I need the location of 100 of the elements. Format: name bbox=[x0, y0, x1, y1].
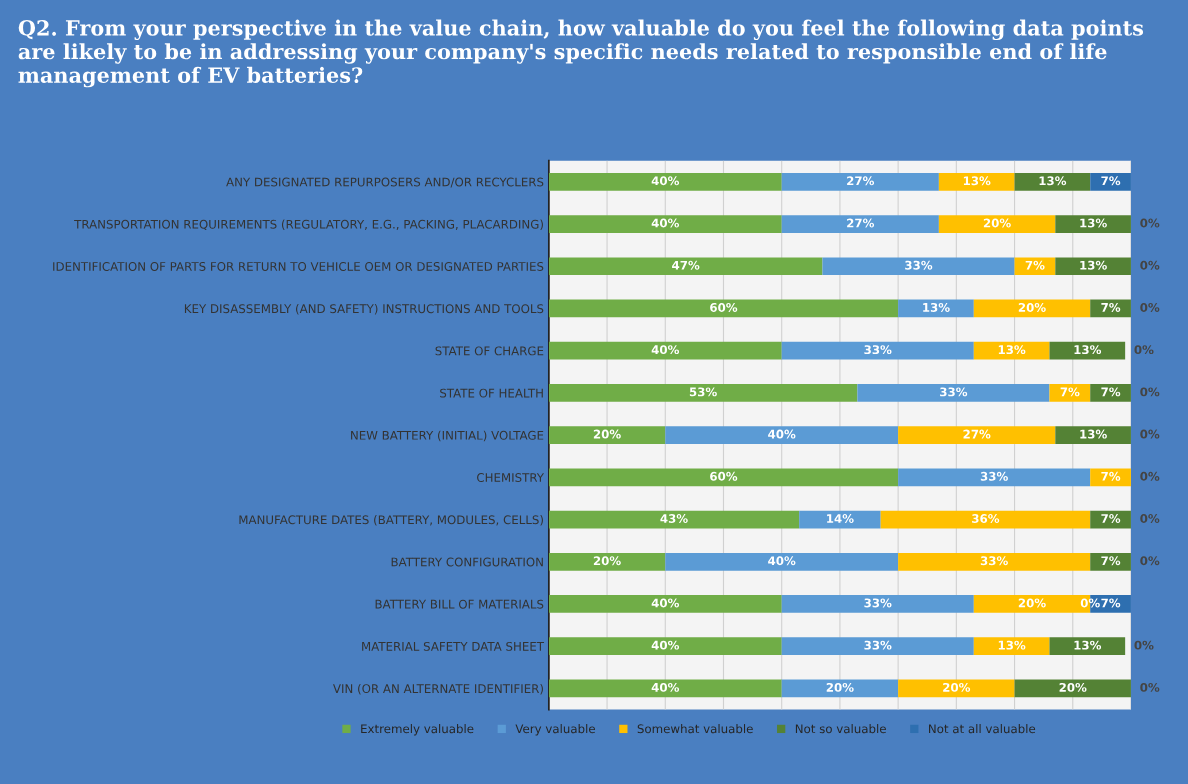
data-label: 40% bbox=[651, 598, 680, 608]
bar bbox=[898, 468, 1091, 487]
y-tick-label: NEW BATTERY (INITIAL) VOLTAGE bbox=[351, 430, 544, 442]
y-tick-label: ANY DESIGNATED REPURPOSERS AND/OR RECYCLERS bbox=[226, 177, 544, 188]
data-label: 0% bbox=[1140, 387, 1160, 397]
bar bbox=[898, 552, 1091, 571]
data-label: 0% bbox=[1140, 682, 1160, 692]
data-label: 7% bbox=[1060, 387, 1080, 397]
data-label: 13% bbox=[923, 302, 950, 312]
data-label: 33% bbox=[905, 260, 933, 270]
data-label: 33% bbox=[864, 640, 892, 650]
bar bbox=[548, 595, 782, 613]
legend-label: Extremely valuable bbox=[361, 724, 474, 736]
bar bbox=[665, 552, 899, 571]
bar bbox=[548, 215, 782, 233]
bar bbox=[973, 637, 1050, 656]
bar bbox=[548, 299, 899, 318]
data-label: 33% bbox=[940, 387, 968, 397]
data-label: 20% bbox=[593, 429, 621, 439]
data-label: 40% bbox=[651, 176, 680, 186]
data-label: 14% bbox=[827, 514, 854, 523]
bar bbox=[1014, 257, 1056, 276]
data-label: 33% bbox=[864, 598, 892, 608]
data-label: 13% bbox=[1080, 218, 1107, 228]
bar bbox=[822, 257, 1015, 276]
data-label: 36% bbox=[972, 514, 1000, 523]
y-tick-label: BATTERY CONFIGURATION bbox=[391, 557, 543, 567]
bar bbox=[548, 257, 823, 276]
data-label: 33% bbox=[864, 345, 892, 355]
legend-label: Very valuable bbox=[515, 724, 595, 736]
data-label: 0% bbox=[1134, 345, 1154, 355]
bar bbox=[781, 679, 899, 698]
data-label: 47% bbox=[672, 260, 700, 270]
data-label: 20% bbox=[983, 218, 1011, 228]
y-tick-label: TRANSPORTATION REQUIREMENTS (REGULATORY, E.G., PACKING, PLACARDING) bbox=[74, 219, 543, 231]
bar bbox=[1090, 552, 1131, 571]
data-label: 40% bbox=[651, 682, 680, 692]
data-label: 20% bbox=[943, 682, 971, 692]
data-label: 7% bbox=[1101, 471, 1121, 481]
legend-label: Not so valuable bbox=[795, 724, 886, 734]
y-tick-label: MANUFACTURE DATES (BATTERY, MODULES, CELLS) bbox=[239, 515, 543, 526]
data-label: 33% bbox=[980, 471, 1008, 481]
bar bbox=[973, 299, 1091, 318]
bar bbox=[548, 679, 782, 698]
bar bbox=[1090, 384, 1131, 402]
legend-label: Somewhat valuable bbox=[637, 724, 753, 734]
bar bbox=[973, 341, 1050, 360]
data-label: 20% bbox=[826, 682, 854, 692]
data-label: 20% bbox=[593, 556, 621, 566]
chart-title: Q2. From your perspective in the value chain, how valuable do you feel the following data points are likely to be in addressing your company's specific needs related to responsible end of life management of EV batteries? bbox=[18, 19, 1144, 88]
bar bbox=[781, 595, 974, 613]
data-label: 0% bbox=[1140, 471, 1160, 481]
data-label: 13% bbox=[998, 345, 1026, 355]
data-label: 53% bbox=[689, 387, 717, 397]
data-label: 27% bbox=[847, 218, 875, 228]
bar bbox=[898, 426, 1056, 444]
bar bbox=[938, 215, 1056, 233]
data-label: 20% bbox=[1018, 302, 1046, 312]
data-label: 20% bbox=[1018, 598, 1046, 608]
bar bbox=[1014, 172, 1091, 191]
data-label: 33% bbox=[980, 556, 1008, 566]
bar bbox=[880, 510, 1091, 529]
y-tick-label: STATE OF CHARGE bbox=[435, 346, 544, 356]
data-label: 0% bbox=[1140, 302, 1160, 312]
data-label: 7% bbox=[1101, 302, 1121, 312]
data-label: 0% bbox=[1140, 429, 1160, 439]
data-label: 13% bbox=[998, 640, 1026, 650]
bar bbox=[548, 468, 899, 487]
data-label: 40% bbox=[651, 345, 680, 355]
legend-label: Not at all valuable bbox=[929, 724, 1036, 734]
data-label: 7% bbox=[1101, 176, 1121, 186]
data-label: 13% bbox=[1039, 176, 1067, 186]
y-tick-label: IDENTIFICATION OF PARTS FOR RETURN TO VEHICLE OEM OR DESIGNATED PARTIES bbox=[53, 261, 544, 271]
bar bbox=[548, 552, 666, 571]
data-label: 7% bbox=[1025, 260, 1045, 270]
data-label: 40% bbox=[768, 429, 796, 439]
data-label: 13% bbox=[1080, 260, 1107, 270]
y-tick-label: STATE OF HEALTH bbox=[440, 388, 543, 398]
bar bbox=[548, 172, 782, 191]
data-label: 60% bbox=[710, 302, 738, 312]
bar bbox=[548, 510, 800, 529]
data-label: 40% bbox=[651, 640, 680, 650]
data-label: 13% bbox=[1074, 640, 1102, 650]
data-label: 7% bbox=[1101, 598, 1121, 608]
data-label: 0% bbox=[1134, 640, 1154, 650]
bar bbox=[938, 172, 1015, 191]
bar bbox=[857, 384, 1050, 402]
data-label: 13% bbox=[1074, 345, 1102, 355]
data-label: 40% bbox=[651, 218, 680, 228]
y-tick-label: KEY DISASSEMBLY (AND SAFETY) INSTRUCTIONS AND TOOLS bbox=[184, 304, 544, 315]
y-tick-label: MATERIAL SAFETY DATA SHEET bbox=[362, 641, 545, 651]
bar bbox=[1055, 257, 1131, 276]
data-label: 40% bbox=[768, 556, 796, 566]
bar bbox=[781, 215, 939, 233]
bar bbox=[781, 341, 974, 360]
data-label: 27% bbox=[963, 429, 991, 439]
data-label: 27% bbox=[847, 176, 875, 186]
bar bbox=[665, 426, 899, 444]
bar bbox=[898, 679, 1015, 698]
bar bbox=[548, 426, 666, 444]
